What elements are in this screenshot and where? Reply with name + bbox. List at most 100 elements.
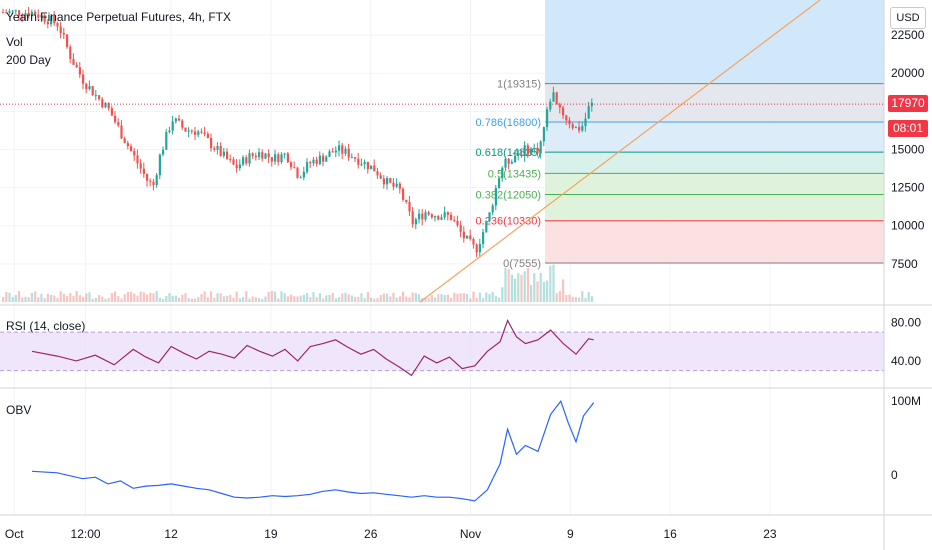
- trendline[interactable]: [0, 0, 884, 303]
- candle-body: [53, 16, 56, 24]
- volume-bar: [574, 297, 577, 302]
- candle-body: [491, 205, 494, 213]
- volume-bar: [450, 298, 453, 302]
- candle-body: [114, 115, 117, 123]
- candle-body: [242, 157, 245, 165]
- volume-bar: [290, 294, 293, 302]
- candle-body: [507, 158, 510, 164]
- volume-bar: [434, 297, 437, 302]
- x-tick-label: 26: [364, 527, 378, 541]
- volume-bar: [395, 297, 398, 302]
- candle-body: [456, 221, 459, 226]
- volume-bar: [389, 296, 392, 302]
- candle-body: [552, 92, 555, 102]
- candle-body: [386, 178, 389, 185]
- volume-bar: [264, 296, 267, 302]
- candle-body: [357, 158, 360, 165]
- candle-body: [258, 152, 261, 158]
- candle-body: [331, 151, 334, 153]
- x-tick-label: 19: [264, 527, 278, 541]
- volume-bar: [587, 291, 590, 302]
- candle-body: [434, 216, 437, 218]
- volume-bar: [24, 296, 27, 302]
- candle-body: [85, 83, 88, 90]
- candle-body: [309, 162, 312, 164]
- fib-level-label: 0.382(12050): [476, 189, 541, 201]
- volume-bar: [507, 269, 510, 302]
- volume-bar: [584, 298, 587, 302]
- candle-body: [584, 118, 587, 127]
- fib-zone: [545, 152, 884, 174]
- candle-body: [504, 158, 507, 168]
- candle-body: [8, 11, 11, 13]
- volume-bar: [440, 294, 443, 302]
- volume-bar: [549, 265, 552, 302]
- volume-bar: [114, 291, 117, 302]
- candle-body: [382, 178, 385, 185]
- x-tick-label: 12: [164, 527, 178, 541]
- candle-body: [43, 15, 46, 22]
- candle-body: [158, 154, 161, 176]
- volume-bar: [462, 293, 465, 302]
- candle-body: [395, 183, 398, 187]
- candle-body: [245, 157, 248, 164]
- volume-bar: [418, 294, 421, 302]
- volume-bar: [581, 291, 584, 302]
- candle-body: [181, 120, 184, 128]
- volume-bar: [523, 271, 526, 302]
- fib-level-label: 0.5(13435): [488, 168, 541, 180]
- candle-body: [498, 178, 501, 189]
- volume-bar: [341, 293, 344, 302]
- volume-bar: [357, 297, 360, 302]
- candle-body: [50, 16, 53, 25]
- candle-body: [482, 232, 485, 244]
- volume-bar: [482, 298, 485, 302]
- candle-body: [347, 148, 350, 158]
- fib-level-label: 1(19315): [497, 79, 541, 91]
- volume-bar: [142, 292, 145, 302]
- volume-bar: [37, 297, 40, 302]
- candle-body: [299, 177, 302, 179]
- volume-bar: [302, 294, 305, 302]
- fibonacci-retracement[interactable]: 1(19315)0.786(16800)0.618(14825)0.5(1343…: [476, 0, 884, 270]
- candle-body: [446, 212, 449, 215]
- volume-bar: [18, 291, 21, 302]
- volume-bar: [34, 291, 37, 302]
- volume-bar: [427, 297, 430, 302]
- volume-bar: [27, 297, 30, 302]
- candle-body: [238, 164, 241, 169]
- candle-body: [520, 154, 523, 157]
- obv-tick-label: 0: [891, 468, 898, 482]
- candle-body: [59, 26, 62, 33]
- candle-body: [248, 153, 251, 164]
- currency-selector[interactable]: USD: [890, 7, 926, 29]
- volume-bar: [456, 293, 459, 302]
- candle-body: [117, 122, 120, 126]
- candle-body: [402, 188, 405, 200]
- volume-bar: [504, 267, 507, 302]
- volume-bar: [491, 291, 494, 302]
- candle-body: [408, 201, 411, 212]
- volume-bar: [133, 293, 136, 302]
- volume-bar: [485, 292, 488, 302]
- volume-bar: [590, 296, 593, 302]
- obv-line: [31, 399, 595, 502]
- candle-body: [373, 165, 376, 172]
- volume-bar: [171, 295, 174, 302]
- volume-bar: [248, 298, 251, 302]
- rsi-tick-label: 80.00: [891, 315, 921, 329]
- volume-bar: [552, 264, 555, 302]
- candle-body: [162, 149, 165, 155]
- volume-bar: [354, 297, 357, 302]
- volume-bar: [517, 273, 520, 302]
- candle-body: [296, 167, 299, 178]
- volume-bar: [101, 296, 104, 302]
- volume-bar: [530, 285, 533, 302]
- candle-body: [283, 153, 286, 155]
- volume-bar: [213, 297, 216, 302]
- candle-body: [270, 157, 273, 162]
- candle-body: [56, 23, 59, 27]
